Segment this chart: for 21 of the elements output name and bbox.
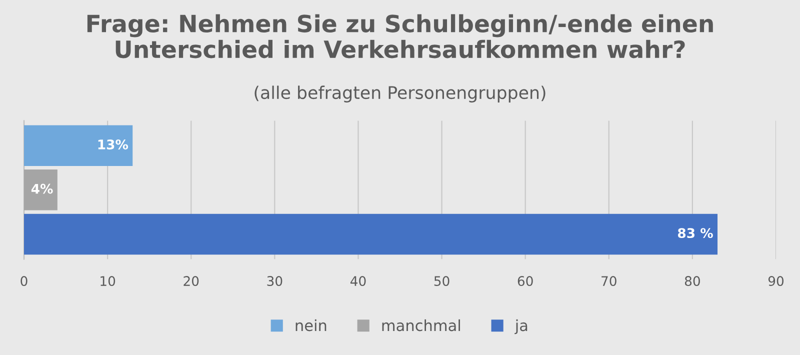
x-tick-label: 90 [768, 276, 784, 286]
x-tick-label: 70 [602, 276, 616, 286]
x-tick-label: 60 [518, 276, 533, 286]
x-tick-label: 20 [184, 276, 199, 286]
bar [24, 170, 58, 210]
data-label: 13% [98, 139, 128, 150]
legend-label: manchmal [382, 319, 460, 332]
legend-label: nein [296, 319, 326, 332]
x-tick-label: 80 [684, 276, 700, 286]
x-tick-label: 30 [267, 276, 282, 286]
bar [24, 125, 133, 166]
bar [24, 214, 718, 255]
x-tick-label: 10 [100, 276, 116, 286]
chart-subtitle: (alle befragten Personengruppen) [254, 86, 546, 102]
data-label: 4% [31, 184, 53, 194]
data-label: 83 % [678, 228, 713, 238]
x-tick-label: 0 [20, 276, 28, 286]
legend-label: ja [514, 319, 528, 334]
x-tick-label: 40 [350, 276, 366, 286]
x-tick-label: 50 [434, 276, 450, 286]
chart-title: Frage: Nehmen Sie zu Schulbeginn/-ende einen Unterschied im Verkehrsaufkommen wahr? [87, 14, 713, 58]
